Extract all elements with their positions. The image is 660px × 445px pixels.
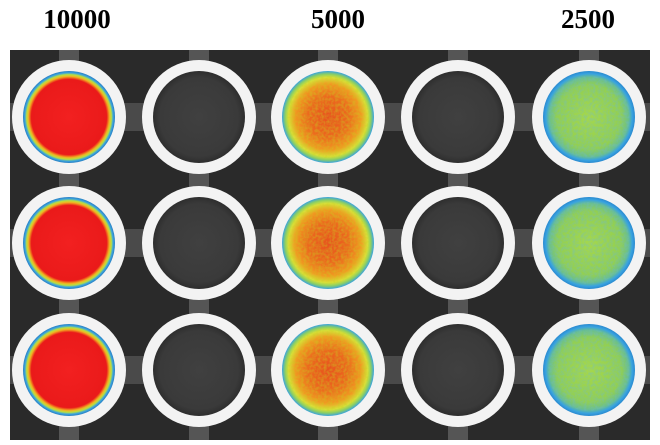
- empty-well: [153, 324, 245, 416]
- signal-well: [23, 71, 115, 163]
- well-texture: [548, 329, 630, 411]
- empty-well: [153, 71, 245, 163]
- well-r3-c5: [532, 313, 646, 427]
- well-r3-c4: [401, 313, 515, 427]
- empty-well: [412, 324, 504, 416]
- well-r2-c4: [401, 186, 515, 300]
- well-texture: [548, 202, 630, 284]
- well-texture: [548, 76, 630, 158]
- well-plate-svg: [10, 50, 650, 440]
- well-r3-c2: [142, 313, 256, 427]
- column-label-10000: 10000: [43, 4, 111, 34]
- empty-well: [412, 197, 504, 289]
- well-r1-c1: [12, 60, 126, 174]
- well-r2-c3: [271, 186, 385, 300]
- signal-well: [23, 197, 115, 289]
- well-r2-c5: [532, 186, 646, 300]
- well-texture: [287, 329, 369, 411]
- column-label-5000: 5000: [311, 4, 365, 34]
- empty-well: [412, 71, 504, 163]
- column-label-2500: 2500: [561, 4, 615, 34]
- well-r1-c5: [532, 60, 646, 174]
- empty-well: [153, 197, 245, 289]
- well-r1-c4: [401, 60, 515, 174]
- well-r2-c1: [12, 186, 126, 300]
- well-r3-c3: [271, 313, 385, 427]
- well-texture: [287, 76, 369, 158]
- well-r1-c2: [142, 60, 256, 174]
- well-texture: [287, 202, 369, 284]
- well-plate-image: [10, 50, 650, 440]
- well-r1-c3: [271, 60, 385, 174]
- well-r2-c2: [142, 186, 256, 300]
- wells-layer: [12, 60, 646, 427]
- well-r3-c1: [12, 313, 126, 427]
- signal-well: [23, 324, 115, 416]
